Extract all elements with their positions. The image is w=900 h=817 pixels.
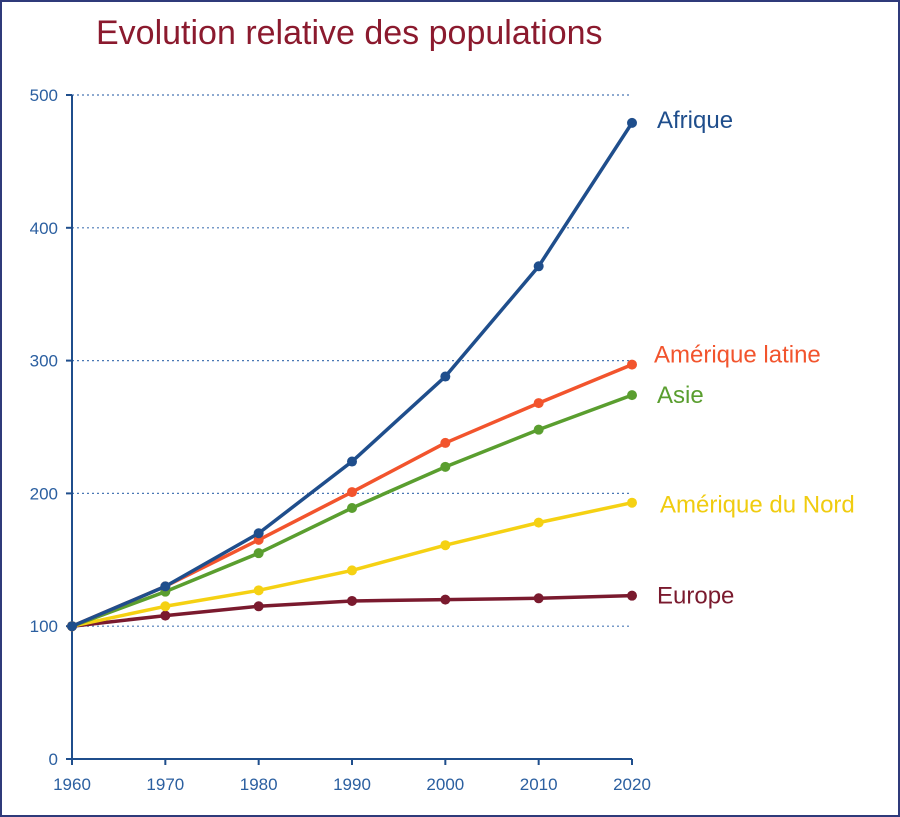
data-point-afrique-2000 xyxy=(440,371,451,382)
data-point-am-rique-du-nord-1990 xyxy=(347,565,357,576)
x-tick-label-2000: 2000 xyxy=(426,775,464,794)
series-label-am-rique-latine: Amérique latine xyxy=(654,342,821,369)
y-tick-label-200: 200 xyxy=(30,484,58,503)
data-point-afrique-1960 xyxy=(67,621,77,632)
series-line-afrique xyxy=(71,121,634,628)
series-labels: Afrique Amérique latine Asie Amérique du No… xyxy=(654,107,855,610)
series-line-am-rique-du-nord xyxy=(71,500,633,628)
y-tick-label-100: 100 xyxy=(30,617,58,636)
data-point-am-rique-latine-2020 xyxy=(627,359,637,370)
series-label-asie: Asie xyxy=(657,382,704,409)
series-asie xyxy=(67,390,637,632)
data-point-europe-1970 xyxy=(160,610,171,621)
series-group xyxy=(67,117,637,632)
data-point-asie-1990 xyxy=(347,503,357,514)
data-point-asie-2000 xyxy=(440,461,451,472)
data-point-am-rique-latine-2000 xyxy=(440,437,451,448)
data-point-afrique-2020 xyxy=(627,117,637,128)
series-afrique xyxy=(67,117,637,632)
data-point-afrique-1980 xyxy=(253,528,264,539)
data-point-am-rique-du-nord-2020 xyxy=(627,497,637,508)
x-tick-label-1960: 1960 xyxy=(53,775,91,794)
series-label-am-rique-du-nord: Amérique du Nord xyxy=(660,492,855,519)
axes xyxy=(66,94,633,765)
x-tick-label-2010: 2010 xyxy=(520,775,558,794)
y-tick-label-0: 0 xyxy=(49,750,58,769)
data-point-europe-2020 xyxy=(627,590,637,601)
y-tick-label-500: 500 xyxy=(30,86,58,105)
data-point-afrique-2010 xyxy=(533,261,544,272)
data-point-am-rique-latine-2010 xyxy=(533,398,544,409)
grid-lines xyxy=(72,94,632,627)
data-point-asie-2010 xyxy=(533,424,544,435)
data-point-europe-1980 xyxy=(253,601,264,612)
data-point-asie-1980 xyxy=(253,548,264,559)
data-point-afrique-1970 xyxy=(160,581,171,592)
data-point-afrique-1990 xyxy=(347,456,357,467)
data-point-am-rique-du-nord-2000 xyxy=(440,540,451,551)
chart-title: Evolution relative des populations xyxy=(96,14,603,52)
x-tick-label-1990: 1990 xyxy=(333,775,371,794)
series-label-afrique: Afrique xyxy=(657,107,733,134)
y-tick-label-300: 300 xyxy=(30,352,58,371)
series-label-europe: Europe xyxy=(657,583,734,610)
data-point-am-rique-du-nord-2010 xyxy=(533,517,544,528)
data-point-am-rique-du-nord-1980 xyxy=(253,585,264,596)
data-point-europe-2010 xyxy=(533,593,544,604)
tick-labels: 0 100 200 300 400 500 1960 1970 1980 1990 2000 2010… xyxy=(30,86,651,794)
data-point-asie-2020 xyxy=(627,390,637,401)
data-point-am-rique-du-nord-1970 xyxy=(160,601,171,612)
x-tick-label-1980: 1980 xyxy=(240,775,278,794)
x-tick-label-1970: 1970 xyxy=(146,775,184,794)
series-am-rique-du-nord xyxy=(67,497,637,632)
x-tick-label-2020: 2020 xyxy=(613,775,651,794)
data-point-europe-1990 xyxy=(347,595,357,606)
data-point-am-rique-latine-1990 xyxy=(347,487,357,498)
data-point-europe-2000 xyxy=(440,594,451,605)
y-tick-label-400: 400 xyxy=(30,219,58,238)
